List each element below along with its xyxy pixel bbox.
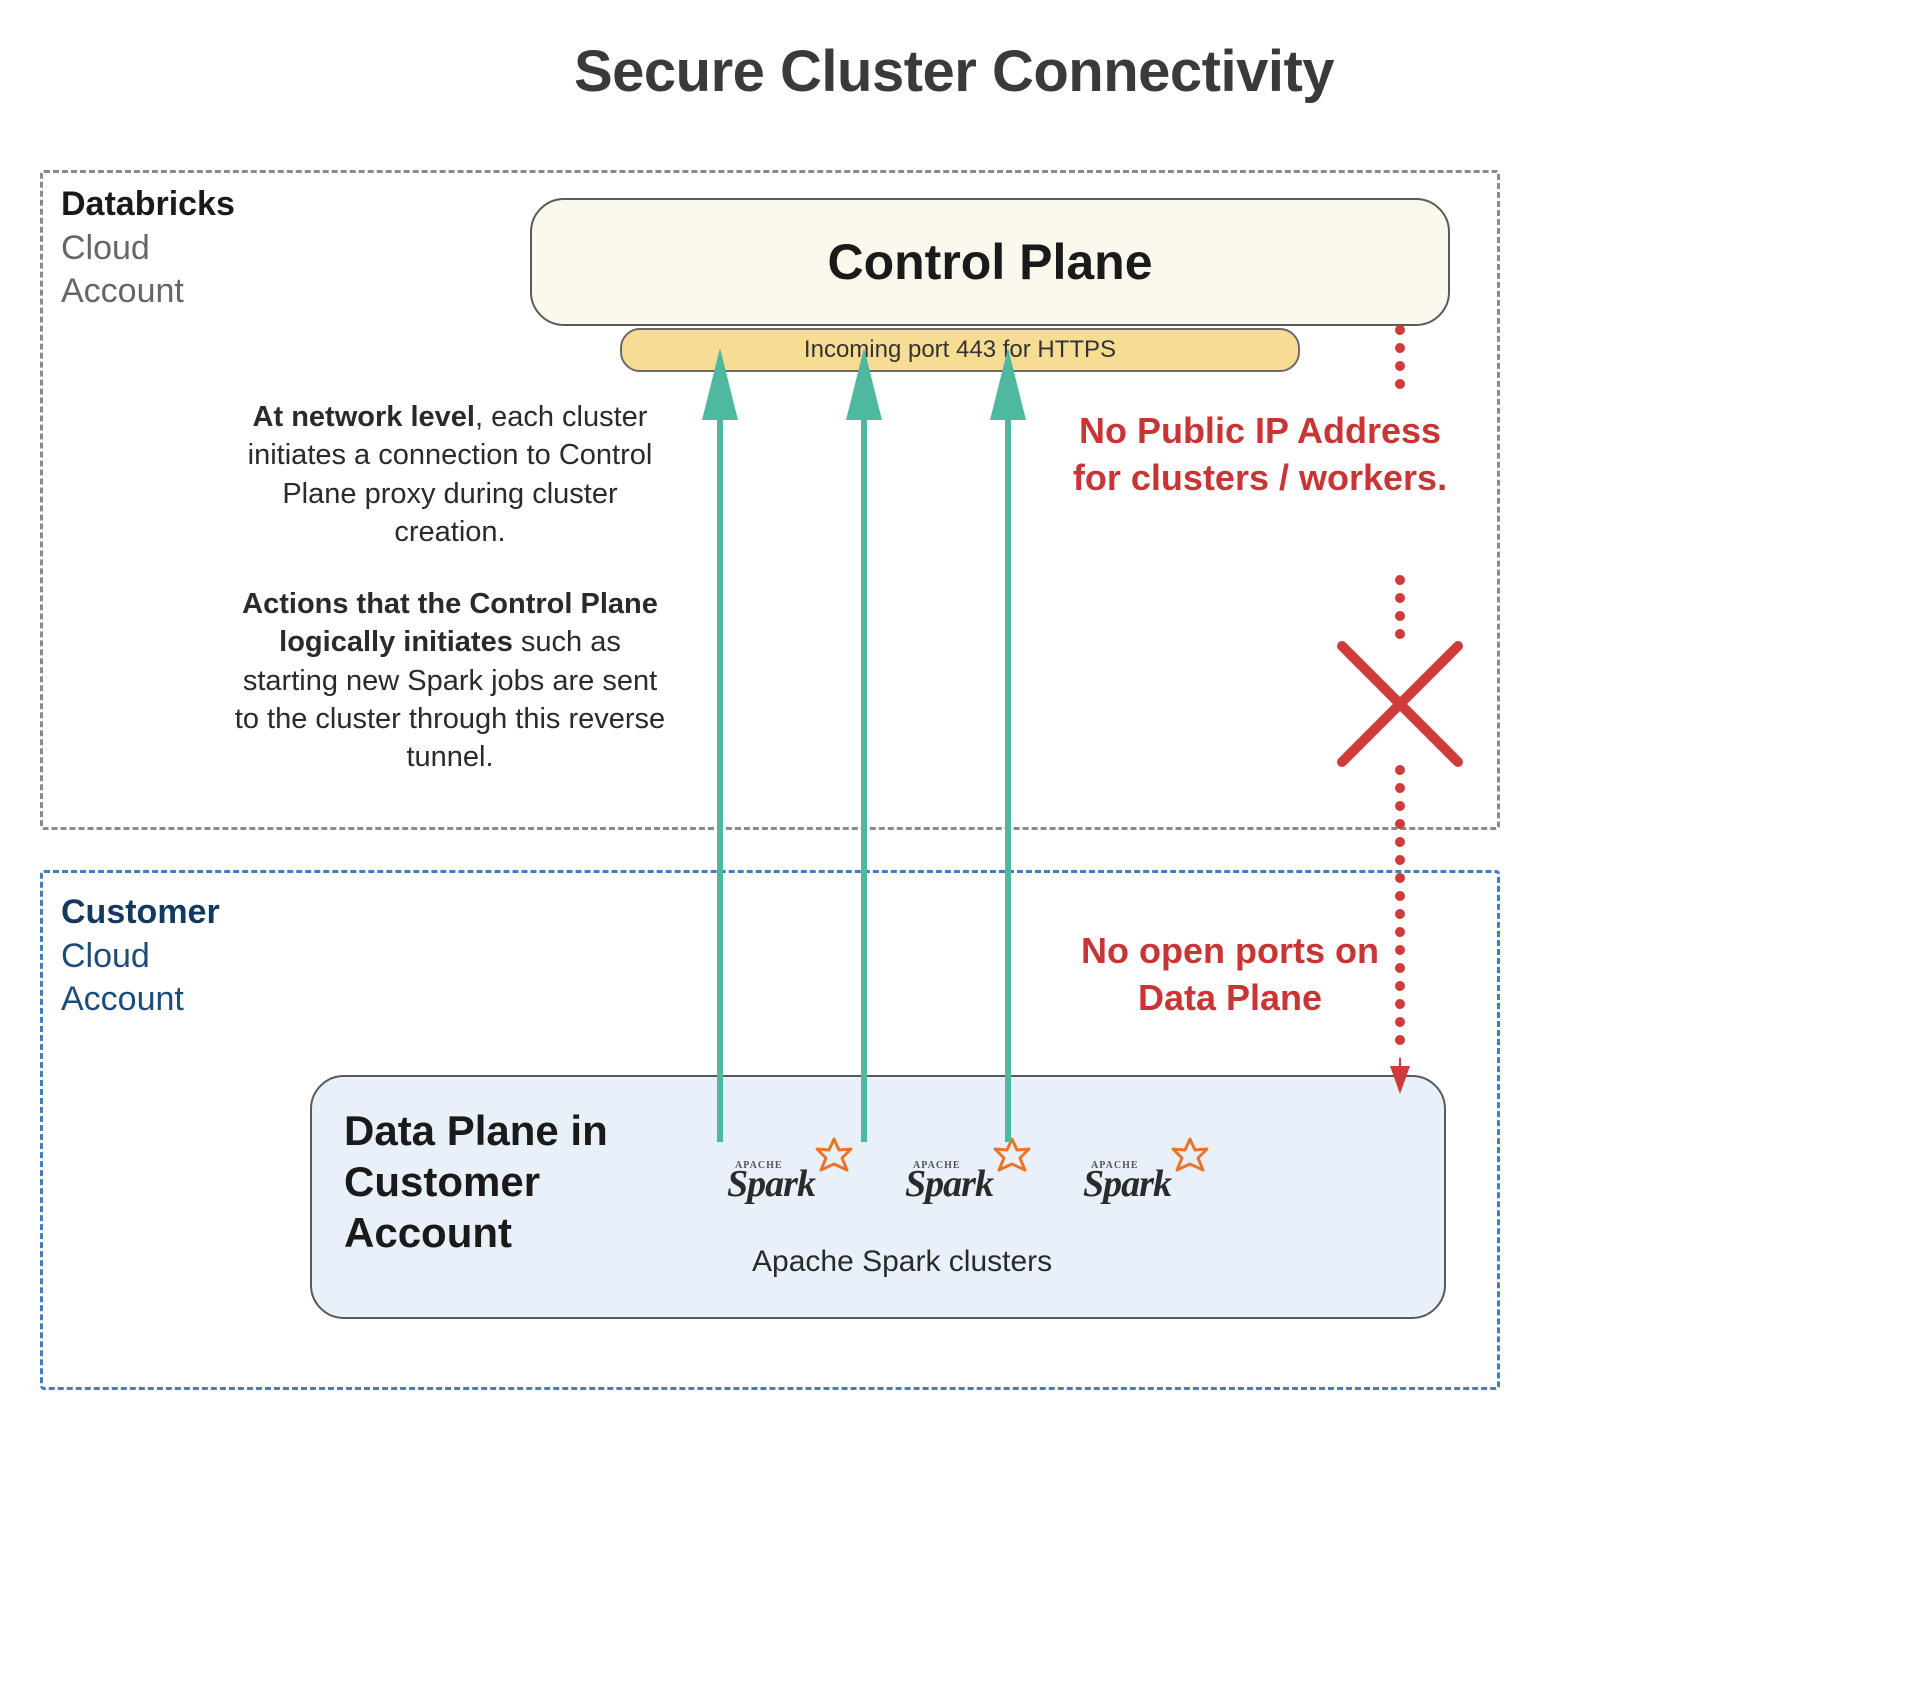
spark-star-icon — [1170, 1137, 1210, 1177]
page-title: Secure Cluster Connectivity — [0, 38, 1908, 105]
data-plane-title: Data Plane in Customer Account — [344, 1105, 608, 1259]
no-open-ports-callout: No open ports on Data Plane — [1040, 928, 1420, 1022]
customer-region-label: Customer Cloud Account — [61, 891, 220, 1022]
port-band: Incoming port 443 for HTTPS — [620, 328, 1300, 372]
customer-label-bold: Customer — [61, 893, 220, 931]
spark-star-icon — [814, 1137, 854, 1177]
databricks-label-bold: Databricks — [61, 185, 235, 223]
no-public-ip-callout: No Public IP Address for clusters / work… — [1070, 408, 1450, 502]
databricks-label-rest-2: Account — [61, 272, 184, 310]
description-block: At network level, each cluster initiates… — [230, 398, 670, 810]
spark-logo-row: SparkAPACHE SparkAPACHE SparkAPACHE — [692, 1147, 1206, 1221]
spark-logo: SparkAPACHE — [870, 1147, 1028, 1221]
control-plane-label: Control Plane — [827, 233, 1152, 291]
databricks-region-label: Databricks Cloud Account — [61, 183, 235, 314]
databricks-label-rest-1: Cloud — [61, 229, 150, 267]
data-plane-title-line3: Account — [344, 1209, 512, 1256]
spark-star-icon — [992, 1137, 1032, 1177]
spark-logo: SparkAPACHE — [1048, 1147, 1206, 1221]
customer-label-rest-1: Cloud — [61, 937, 150, 975]
customer-label-rest-2: Account — [61, 980, 184, 1018]
data-plane-box: Data Plane in Customer Account SparkAPAC… — [310, 1075, 1446, 1319]
spark-logo: SparkAPACHE — [692, 1147, 850, 1221]
control-plane-box: Control Plane — [530, 198, 1450, 326]
description-para-2: Actions that the Control Plane logically… — [230, 585, 670, 776]
spark-caption: Apache Spark clusters — [752, 1245, 1052, 1279]
data-plane-title-line2: Customer — [344, 1158, 540, 1205]
description-p1-bold: At network level — [253, 401, 475, 433]
port-band-label: Incoming port 443 for HTTPS — [804, 336, 1116, 364]
description-para-1: At network level, each cluster initiates… — [230, 398, 670, 551]
data-plane-title-line1: Data Plane in — [344, 1107, 608, 1154]
